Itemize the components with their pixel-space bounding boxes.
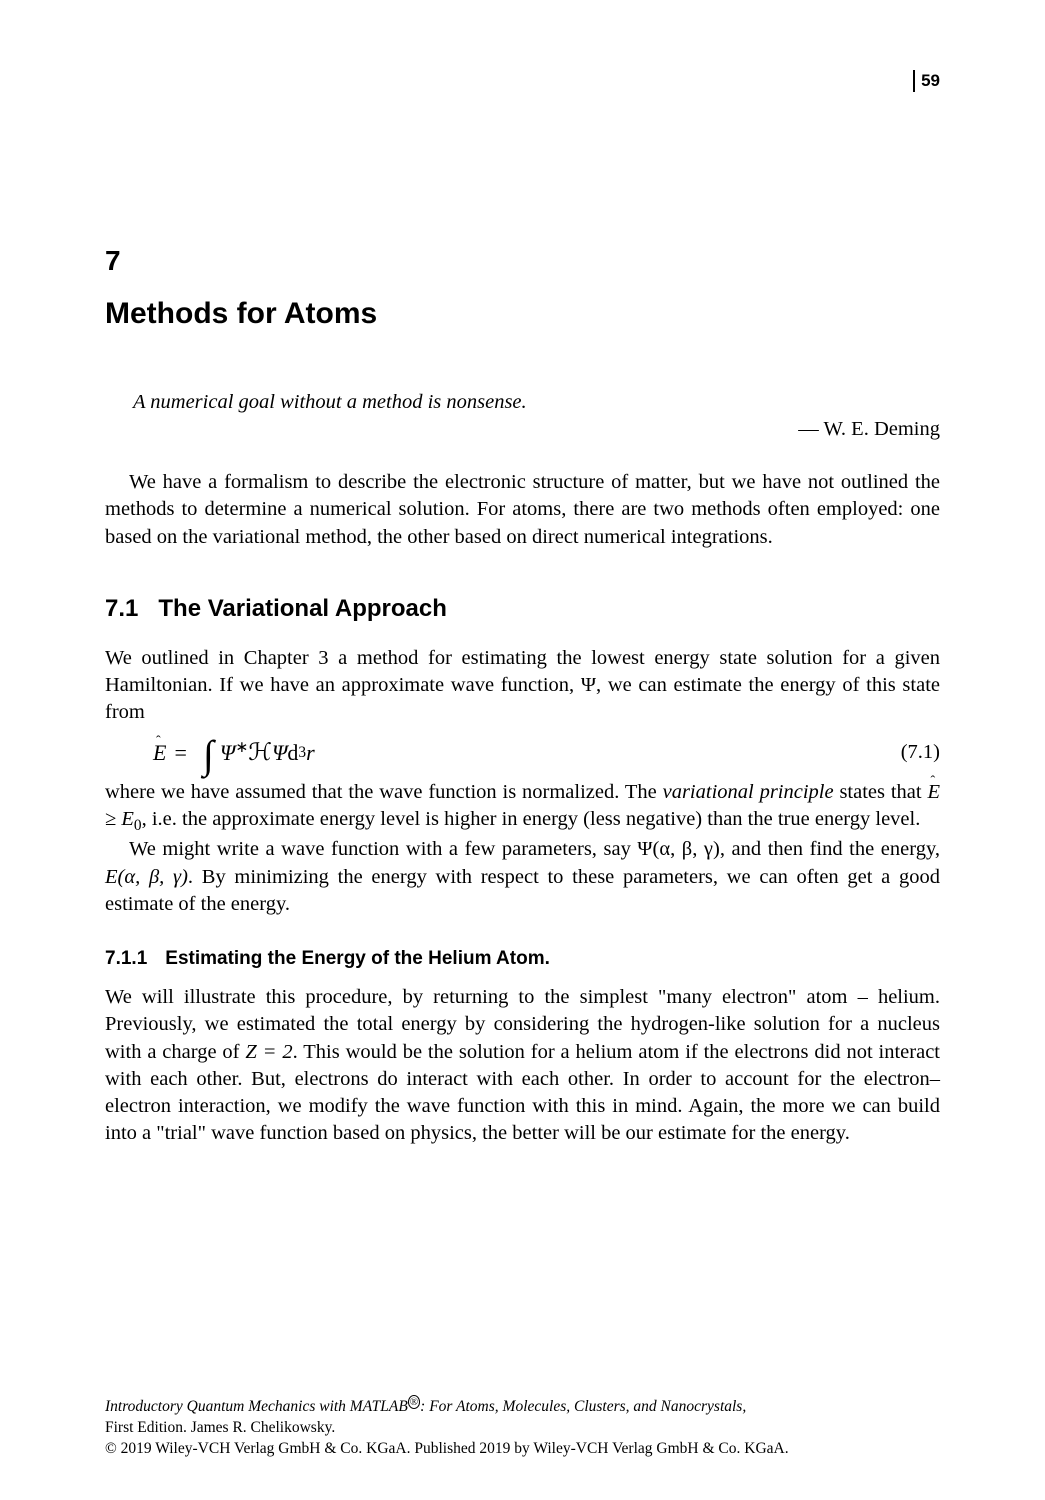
geq: ≥: [105, 808, 121, 830]
variational-principle: variational principle: [663, 781, 834, 803]
footer-line1: Introductory Quantum Mechanics with MATL…: [105, 1395, 940, 1418]
subsection-heading-7-1-1: 7.1.1 Estimating the Energy of the Helium…: [105, 948, 940, 970]
equation-number: (7.1): [901, 741, 940, 764]
section-heading-7-1: 7.1 The Variational Approach: [105, 595, 940, 623]
page-number-bar: [913, 70, 916, 92]
integral-sign: ∫: [203, 739, 214, 771]
section-7-1-para3: We might write a wave function with a fe…: [105, 836, 940, 918]
section-7-1-1-para: We will illustrate this procedure, by re…: [105, 984, 940, 1148]
page-number-wrap: 59: [913, 70, 940, 92]
section-number: 7.1: [105, 595, 138, 622]
hamiltonian: ℋ: [248, 738, 272, 767]
para3-a: We might write a wave function with a fe…: [129, 838, 637, 860]
equation-body: ˆE = ∫ Ψ∗ℋΨd3r: [153, 737, 315, 769]
para3-c: . By minimizing the energy with respect …: [105, 866, 940, 915]
section-7-1-para1: We outlined in Chapter 3 a method for es…: [105, 645, 940, 727]
footer: Introductory Quantum Mechanics with MATL…: [105, 1395, 940, 1460]
registered-mark: ®: [408, 1395, 420, 1409]
footer-edition: First Edition. James R. Chelikowsky.: [105, 1418, 940, 1439]
psi-params: Ψ(α, β, γ): [637, 838, 719, 860]
e-hat-inline: ˆE: [927, 779, 940, 806]
footer-copyright: © 2019 Wiley-VCH Verlag GmbH & Co. KGaA.…: [105, 1439, 940, 1460]
footer-title-b: : For Atoms, Molecules, Clusters, and Na…: [420, 1398, 746, 1415]
para2-c: , i.e. the approximate energy level is h…: [142, 808, 921, 830]
equation-7-1: ˆE = ∫ Ψ∗ℋΨd3r (7.1): [153, 737, 940, 769]
page: 59 7 Methods for Atoms A numerical goal …: [0, 0, 1045, 1500]
z-equals-2: Z = 2: [245, 1041, 292, 1063]
subsection-number: 7.1.1: [105, 948, 147, 969]
e0: E: [121, 808, 134, 830]
e-params: E(α, β, γ): [105, 866, 188, 888]
footer-title-a: Introductory Quantum Mechanics with MATL…: [105, 1398, 408, 1415]
chapter-title: Methods for Atoms: [105, 297, 940, 331]
e0-sub: 0: [134, 817, 142, 834]
epigraph-quote: A numerical goal without a method is non…: [133, 391, 940, 414]
para2-a: where we have assumed that the wave func…: [105, 781, 663, 803]
section-7-1-para2: where we have assumed that the wave func…: [105, 779, 940, 837]
para2-b: states that: [834, 781, 928, 803]
e-hat: ˆE: [153, 740, 166, 766]
section-title: The Variational Approach: [158, 595, 447, 622]
subsection-title: Estimating the Energy of the Helium Atom…: [165, 948, 550, 969]
epigraph-author: — W. E. Deming: [105, 418, 940, 441]
intro-paragraph: We have a formalism to describe the elec…: [105, 469, 940, 551]
page-number: 59: [921, 71, 940, 91]
para3-b: , and then find the energy,: [720, 838, 940, 860]
chapter-number: 7: [105, 245, 940, 277]
psi-symbol: Ψ: [581, 674, 596, 696]
